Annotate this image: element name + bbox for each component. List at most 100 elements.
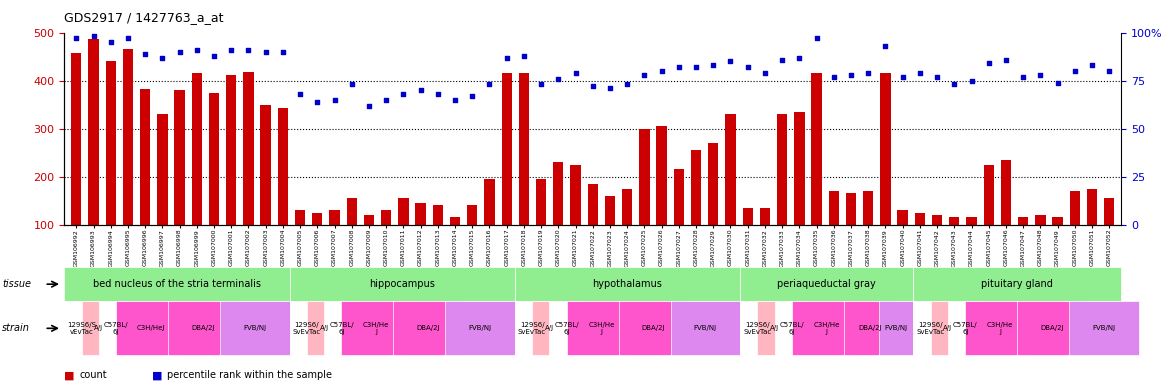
Bar bbox=[105, 61, 116, 225]
Point bbox=[807, 35, 826, 41]
Bar bbox=[846, 194, 856, 225]
Point bbox=[1014, 74, 1033, 80]
Bar bbox=[759, 208, 770, 225]
Point bbox=[273, 49, 292, 55]
Point bbox=[135, 51, 154, 57]
Text: strain: strain bbox=[2, 323, 30, 333]
Bar bbox=[828, 191, 839, 225]
Text: DBA/2J: DBA/2J bbox=[1041, 325, 1064, 331]
Bar bbox=[863, 191, 874, 225]
Bar bbox=[966, 217, 976, 225]
Point bbox=[738, 64, 757, 70]
Text: periaqueductal gray: periaqueductal gray bbox=[778, 279, 876, 289]
Point bbox=[945, 81, 964, 88]
Bar bbox=[656, 126, 667, 225]
Point bbox=[962, 78, 981, 84]
Point bbox=[377, 97, 396, 103]
Bar bbox=[432, 205, 443, 225]
Bar bbox=[347, 198, 357, 225]
Text: C57BL/
6J: C57BL/ 6J bbox=[104, 322, 128, 335]
Bar bbox=[381, 210, 391, 225]
Point bbox=[394, 91, 412, 97]
Point bbox=[687, 64, 705, 70]
Text: DBA/2J: DBA/2J bbox=[858, 325, 882, 331]
Text: A/J: A/J bbox=[770, 325, 779, 331]
Point bbox=[927, 74, 946, 80]
Point bbox=[463, 93, 481, 99]
Point bbox=[669, 64, 688, 70]
Point bbox=[842, 72, 861, 78]
Bar bbox=[312, 213, 322, 225]
Bar bbox=[278, 109, 288, 225]
Bar bbox=[1035, 215, 1045, 225]
Text: DBA/2J: DBA/2J bbox=[416, 325, 440, 331]
Bar bbox=[639, 129, 649, 225]
Bar bbox=[174, 90, 185, 225]
Bar bbox=[932, 215, 943, 225]
Bar bbox=[1070, 191, 1080, 225]
Bar bbox=[725, 114, 736, 225]
Bar bbox=[623, 189, 632, 225]
Bar bbox=[260, 105, 271, 225]
Text: count: count bbox=[79, 370, 107, 380]
Point bbox=[239, 47, 258, 53]
Bar bbox=[897, 210, 908, 225]
Bar bbox=[881, 73, 890, 225]
Bar bbox=[158, 114, 167, 225]
Text: GDS2917 / 1427763_a_at: GDS2917 / 1427763_a_at bbox=[64, 12, 224, 25]
Bar bbox=[123, 50, 133, 225]
Bar bbox=[519, 73, 529, 225]
Text: FVB/NJ: FVB/NJ bbox=[243, 325, 266, 331]
Bar bbox=[450, 217, 460, 225]
Text: FVB/NJ: FVB/NJ bbox=[468, 325, 492, 331]
Point bbox=[429, 91, 447, 97]
Point bbox=[756, 70, 774, 76]
Text: bed nucleus of the stria terminalis: bed nucleus of the stria terminalis bbox=[93, 279, 260, 289]
Bar bbox=[605, 196, 616, 225]
Point bbox=[342, 81, 361, 88]
Bar bbox=[777, 114, 787, 225]
Text: ■: ■ bbox=[152, 370, 162, 380]
Text: C3H/He
J: C3H/He J bbox=[813, 322, 840, 335]
Point bbox=[291, 91, 310, 97]
Point bbox=[515, 53, 534, 59]
Point bbox=[566, 70, 585, 76]
Point bbox=[325, 97, 343, 103]
Point bbox=[187, 47, 206, 53]
Bar bbox=[71, 53, 82, 225]
Bar bbox=[296, 210, 305, 225]
Text: A/J: A/J bbox=[320, 325, 328, 331]
Point bbox=[153, 55, 172, 61]
Bar bbox=[329, 210, 340, 225]
Text: C3H/He
J: C3H/He J bbox=[589, 322, 614, 335]
Bar bbox=[363, 215, 374, 225]
Point bbox=[704, 62, 723, 68]
Bar bbox=[192, 73, 202, 225]
Text: 129S6/
SvEvTac: 129S6/ SvEvTac bbox=[743, 322, 772, 335]
Bar bbox=[1001, 160, 1011, 225]
Point bbox=[858, 70, 877, 76]
Bar bbox=[915, 213, 925, 225]
Text: A/J: A/J bbox=[944, 325, 953, 331]
Bar bbox=[691, 150, 701, 225]
Bar bbox=[467, 205, 478, 225]
Text: 129S6/
SvEvTac: 129S6/ SvEvTac bbox=[917, 322, 945, 335]
Text: 129S6/S
vEvTac: 129S6/S vEvTac bbox=[67, 322, 96, 335]
Text: A/J: A/J bbox=[95, 325, 104, 331]
Text: tissue: tissue bbox=[2, 279, 32, 289]
Text: DBA/2J: DBA/2J bbox=[641, 325, 665, 331]
Bar bbox=[708, 143, 718, 225]
Point bbox=[1065, 68, 1084, 74]
Bar bbox=[209, 93, 220, 225]
Point bbox=[84, 33, 103, 40]
Point bbox=[204, 53, 223, 59]
Bar bbox=[89, 39, 98, 225]
Bar bbox=[1052, 217, 1063, 225]
Bar bbox=[1018, 217, 1028, 225]
Point bbox=[67, 35, 85, 41]
Point bbox=[996, 56, 1015, 63]
Point bbox=[119, 35, 138, 41]
Bar bbox=[243, 72, 253, 225]
Bar bbox=[983, 165, 994, 225]
Bar bbox=[1087, 189, 1097, 225]
